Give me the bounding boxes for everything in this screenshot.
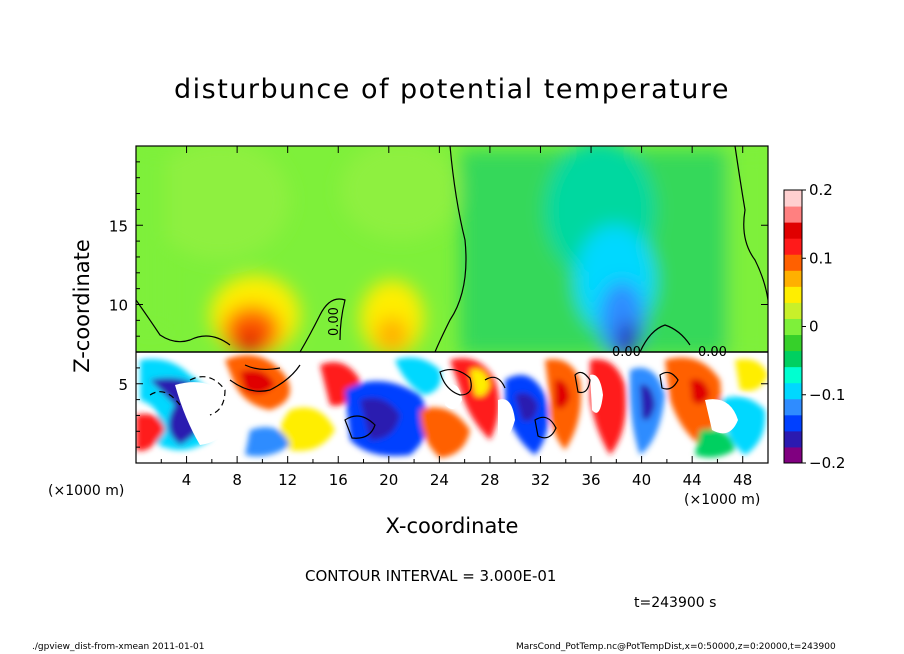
colorbar-swatch (784, 302, 802, 319)
x-tick-label: 16 (329, 471, 348, 489)
y-tick-label: 5 (118, 376, 128, 394)
x-unit-label-right: (×1000 m) (684, 492, 761, 508)
colorbar-swatch (784, 286, 802, 303)
colorbar-tick-label: 0.2 (809, 181, 833, 199)
footer-data-source: MarsCond_PotTemp.nc@PotTempDist,x=0:5000… (516, 642, 836, 652)
y-tick-label: 10 (109, 297, 128, 315)
colorbar-swatch (784, 398, 802, 416)
colorbar-swatch (784, 414, 802, 432)
colorbar-tick-label: 0.1 (809, 249, 833, 267)
contour-label: 0.00 (612, 345, 641, 360)
x-tick-label: 24 (430, 471, 449, 489)
x-tick-label: 8 (232, 471, 242, 489)
chart-title: disturbunce of potential temperature (174, 74, 730, 105)
colorbar-swatch (784, 206, 802, 223)
near-zero-regions (175, 374, 738, 445)
footer-script-name: ./gpview_dist-from-xmean 2011-01-01 (32, 642, 205, 652)
colorbar-swatch (784, 190, 802, 207)
contour-label: 0.00 (698, 345, 727, 360)
colorbar-swatch (784, 366, 802, 384)
x-unit-label-left: (×1000 m) (48, 483, 125, 499)
colorbar-swatch (784, 222, 802, 239)
contour-labels: 0.00 0.00 0.00 (327, 307, 727, 360)
x-tick-label: 44 (683, 471, 702, 489)
colorbar-swatch (784, 350, 802, 368)
y-tick-label: 15 (109, 217, 128, 235)
colorbar-swatch (784, 430, 802, 448)
x-axis-label: X-coordinate (385, 514, 519, 538)
colorbar-swatch (784, 238, 802, 255)
colorbar-tick-label: 0 (809, 318, 819, 336)
x-tick-label: 28 (480, 471, 499, 489)
turbulent-patches (136, 355, 768, 458)
contour-label: 0.00 (327, 307, 342, 336)
x-tick-label: 4 (182, 471, 192, 489)
colorbar-tick-label: −0.1 (809, 386, 845, 404)
x-tick-label: 40 (632, 471, 651, 489)
time-label: t=243900 s (634, 595, 717, 611)
heatmap-field: 0.00 0.00 0.00 (136, 146, 768, 463)
x-tick-label: 20 (379, 471, 398, 489)
colorbar-swatch (784, 334, 802, 352)
colorbar-ticks: 0.2 0.1 0 −0.1 −0.2 (802, 181, 845, 472)
x-tick-label: 48 (733, 471, 752, 489)
x-tick-label: 12 (278, 471, 297, 489)
colorbar-swatch (784, 270, 802, 287)
colorbar-swatch (784, 446, 802, 464)
x-tick-label: 32 (531, 471, 550, 489)
colorbar-swatch (784, 318, 802, 336)
colorbar-swatch (784, 254, 802, 271)
contour-lines (136, 146, 768, 439)
contour-interval-text: CONTOUR INTERVAL = 3.000E-01 (305, 567, 557, 585)
colorbar-swatch (784, 382, 802, 400)
y-axis-ticks: 5 10 15 (109, 161, 768, 448)
x-tick-label: 36 (581, 471, 600, 489)
colorbar (783, 189, 803, 464)
x-axis-ticks: 4 8 12 16 20 24 28 32 36 40 44 48 (160, 146, 752, 489)
colorbar-tick-label: −0.2 (809, 454, 845, 472)
